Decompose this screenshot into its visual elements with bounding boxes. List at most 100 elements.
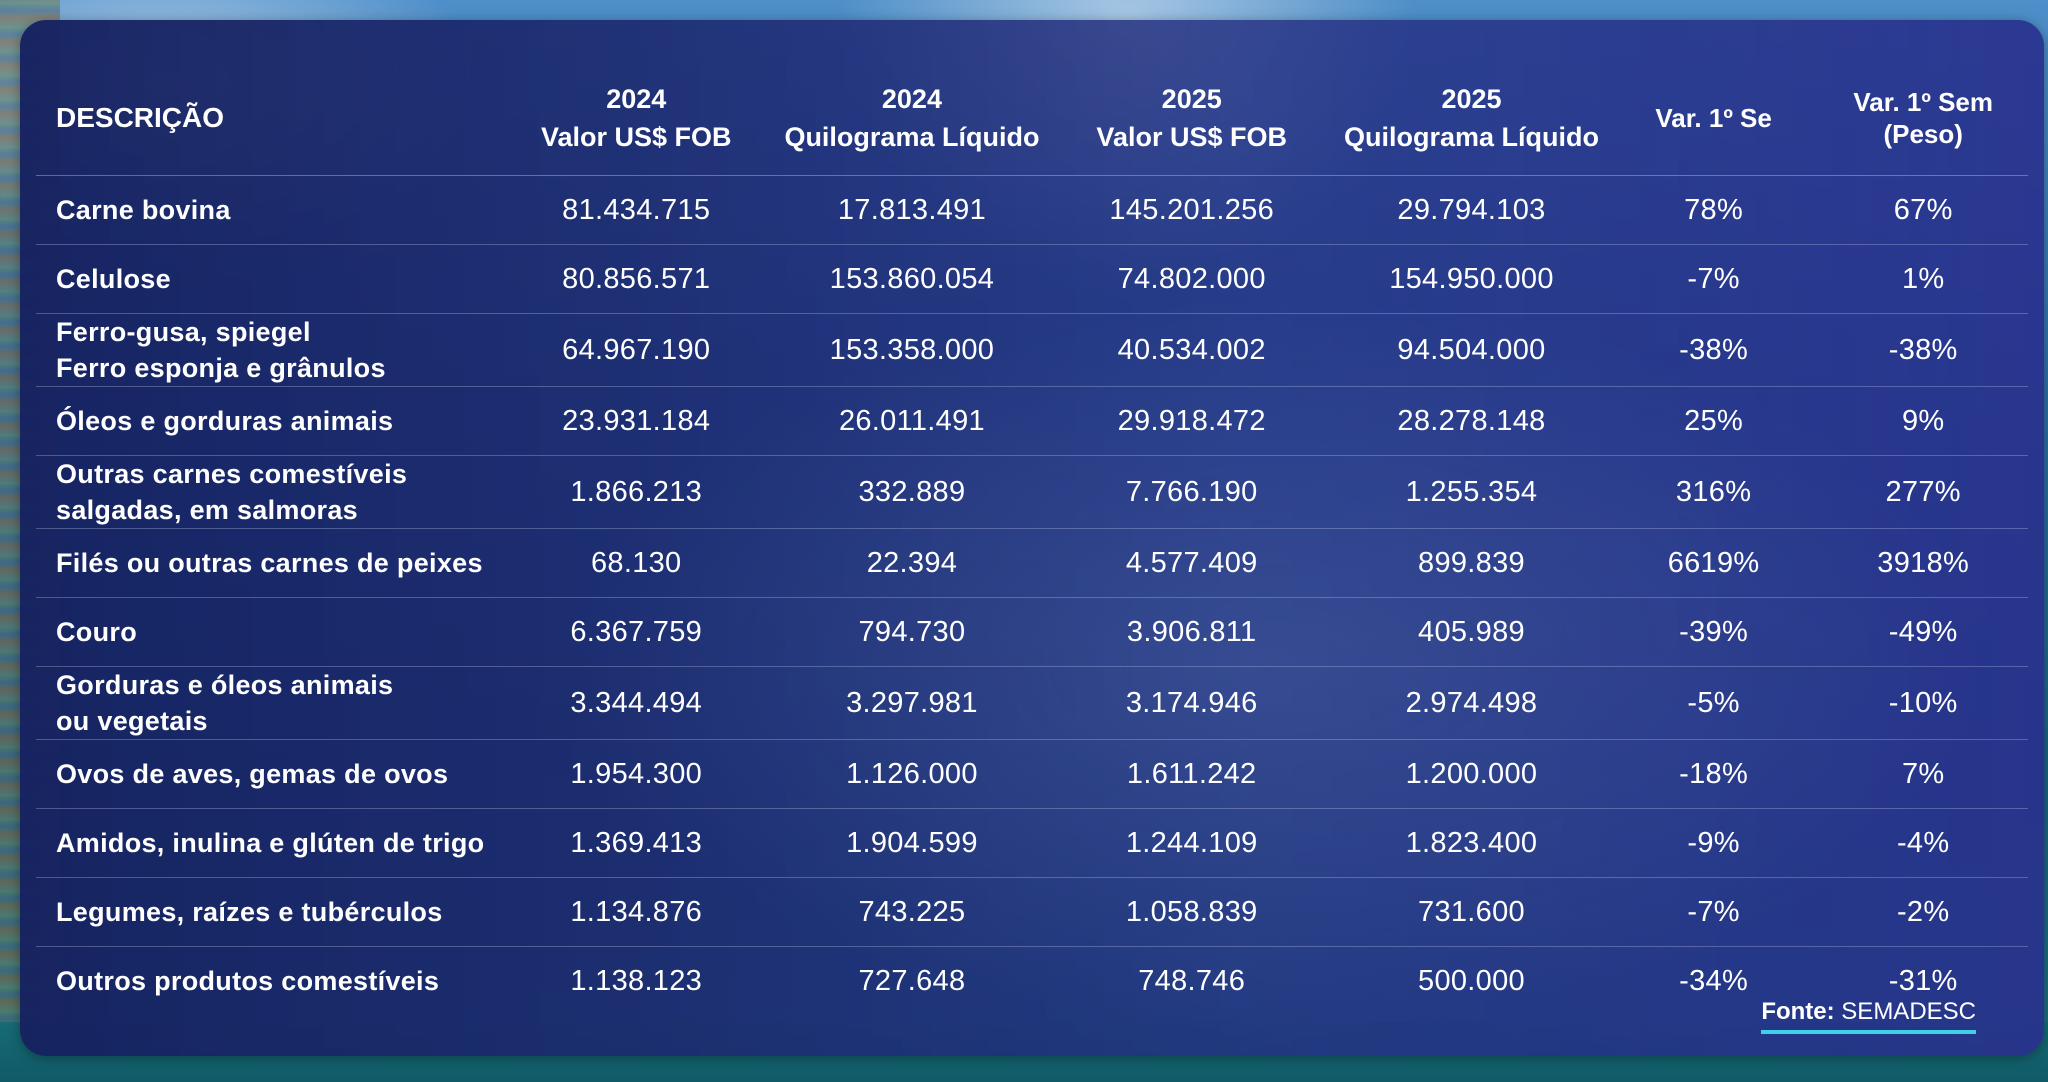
cell-var-value: 6619% bbox=[1667, 546, 1760, 579]
table-row: Gorduras e óleos animais ou vegetais 3.344… bbox=[36, 667, 2028, 740]
row-description: Óleos e gorduras animais bbox=[36, 387, 498, 456]
header-2024-kg-year: 2024 bbox=[881, 83, 942, 114]
cell-v2025-fob: 4.577.409 bbox=[1125, 546, 1258, 579]
table-row: Ferro-gusa, spiegel Ferro esponja e grânu… bbox=[36, 314, 2028, 387]
header-2025-fob-label: Valor US$ FOB bbox=[1096, 121, 1287, 152]
row-description-line: Outros produtos comestíveis bbox=[56, 966, 440, 996]
cell-v2025-fob: 40.534.002 bbox=[1117, 333, 1266, 366]
cell-v2024-kg: 153.860.054 bbox=[829, 262, 995, 295]
cell-var-value: -7% bbox=[1687, 895, 1740, 928]
cell-v2024-kg: 1.126.000 bbox=[846, 757, 978, 790]
cell-var-value: -5% bbox=[1687, 686, 1740, 719]
row-description-line: Ferro-gusa, spiegel bbox=[56, 317, 311, 347]
header-var-weight-line1: Var. 1º Sem bbox=[1853, 86, 1993, 117]
cell-v2024-fob: 1.369.413 bbox=[570, 826, 703, 859]
cell-v2024-fob: 3.344.494 bbox=[570, 686, 703, 719]
row-description-line: Celulose bbox=[56, 264, 171, 294]
source-label: Fonte: bbox=[1761, 998, 1835, 1025]
header-var-value-label: Var. 1º Se bbox=[1655, 102, 1772, 133]
cell-var-value: -38% bbox=[1679, 333, 1749, 366]
cell-v2025-kg: 405.989 bbox=[1418, 615, 1525, 648]
cell-v2024-fob: 1.954.300 bbox=[570, 757, 703, 790]
header-2024-kg: 2024 Quilograma Líquido bbox=[774, 60, 1050, 176]
header-2025-kg-year: 2025 bbox=[1441, 83, 1502, 114]
cell-v2024-kg: 22.394 bbox=[866, 546, 958, 579]
cell-v2024-kg: 3.297.981 bbox=[846, 686, 978, 719]
cell-var-value: 316% bbox=[1675, 475, 1752, 508]
row-description: Outras carnes comestíveis salgadas, em sa… bbox=[36, 456, 498, 529]
table-header-row: DESCRIÇÃO 2024 Valor US$ FOB 2024 Quilog… bbox=[36, 60, 2028, 176]
header-2024-fob-label: Valor US$ FOB bbox=[540, 121, 732, 152]
cell-v2024-fob: 1.134.876 bbox=[570, 895, 703, 928]
row-description: Gorduras e óleos animais ou vegetais bbox=[36, 667, 498, 740]
cell-v2025-kg: 1.823.400 bbox=[1405, 826, 1538, 859]
header-2025-fob-year: 2025 bbox=[1161, 83, 1222, 114]
cell-v2024-fob: 64.967.190 bbox=[562, 333, 711, 366]
cell-v2025-fob: 74.802.000 bbox=[1117, 262, 1266, 295]
cell-v2025-kg: 29.794.103 bbox=[1397, 193, 1546, 226]
row-description: Ovos de aves, gemas de ovos bbox=[36, 740, 498, 809]
cell-v2025-kg: 28.278.148 bbox=[1397, 404, 1546, 437]
cell-v2024-fob: 1.138.123 bbox=[570, 964, 703, 997]
cell-v2024-kg: 17.813.491 bbox=[837, 193, 987, 226]
source-value: SEMADESC bbox=[1841, 998, 1976, 1025]
cell-var-value: 25% bbox=[1684, 404, 1744, 437]
cell-v2025-kg: 500.000 bbox=[1418, 964, 1525, 997]
cell-v2025-kg: 899.839 bbox=[1418, 546, 1525, 579]
export-table: DESCRIÇÃO 2024 Valor US$ FOB 2024 Quilog… bbox=[36, 60, 2028, 1015]
table-body: Carne bovina 81.434.715 17.813.491 145.201.… bbox=[36, 176, 2028, 1016]
cell-var-value: -9% bbox=[1687, 826, 1740, 859]
row-description-line: Ferro esponja e grânulos bbox=[56, 353, 386, 383]
header-var-weight-line2: (Peso) bbox=[1883, 118, 1963, 149]
row-description: Celulose bbox=[36, 245, 498, 314]
cell-v2025-fob: 3.174.946 bbox=[1125, 686, 1258, 719]
row-description: Ferro-gusa, spiegel Ferro esponja e grânu… bbox=[36, 314, 498, 387]
row-description: Carne bovina bbox=[36, 176, 498, 245]
cell-v2024-kg: 332.889 bbox=[858, 475, 966, 508]
cell-var-weight: -38% bbox=[1888, 333, 1958, 366]
cell-v2024-kg: 26.011.491 bbox=[838, 404, 985, 437]
cell-v2024-kg: 794.730 bbox=[858, 615, 966, 648]
cell-v2024-fob: 1.866.213 bbox=[570, 475, 703, 508]
row-description-line: Óleos e gorduras animais bbox=[56, 406, 394, 436]
row-description-line: salgadas, em salmoras bbox=[56, 495, 358, 525]
cell-v2024-kg: 743.225 bbox=[858, 895, 966, 928]
table-row: Celulose 80.856.571 153.860.054 74.802.000 1… bbox=[36, 245, 2028, 314]
row-description-line: Legumes, raízes e tubérculos bbox=[56, 897, 443, 927]
row-description-line: Carne bovina bbox=[56, 195, 231, 225]
table-row: Legumes, raízes e tubérculos 1.134.876 743… bbox=[36, 878, 2028, 947]
cell-v2024-kg: 1.904.599 bbox=[846, 826, 978, 859]
cell-var-weight: 7% bbox=[1901, 757, 1945, 790]
row-description: Filés ou outras carnes de peixes bbox=[36, 529, 498, 598]
table-row: Óleos e gorduras animais 23.931.184 26.011… bbox=[36, 387, 2028, 456]
header-2024-kg-label: Quilograma Líquido bbox=[784, 121, 1040, 152]
header-2024-fob-year: 2024 bbox=[606, 83, 667, 114]
table-row: Ovos de aves, gemas de ovos 1.954.300 1.12… bbox=[36, 740, 2028, 809]
cell-v2024-fob: 81.434.715 bbox=[562, 193, 711, 226]
table-row: Filés ou outras carnes de peixes 68.130 22… bbox=[36, 529, 2028, 598]
cell-v2024-fob: 23.931.184 bbox=[562, 404, 711, 437]
table-row: Outras carnes comestíveis salgadas, em sa… bbox=[36, 456, 2028, 529]
cell-v2025-fob: 1.058.839 bbox=[1125, 895, 1258, 928]
cell-v2025-kg: 94.504.000 bbox=[1397, 333, 1546, 366]
cell-var-value: 78% bbox=[1684, 193, 1744, 226]
cell-var-weight: -49% bbox=[1888, 615, 1958, 648]
cell-v2025-fob: 748.746 bbox=[1138, 964, 1246, 997]
cell-v2024-fob: 68.130 bbox=[590, 546, 682, 579]
row-description-line: Amidos, inulina e glúten de trigo bbox=[56, 828, 485, 858]
table-row: Carne bovina 81.434.715 17.813.491 145.201.… bbox=[36, 176, 2028, 245]
row-description-line: Couro bbox=[56, 617, 137, 647]
cell-var-weight: 277% bbox=[1885, 475, 1961, 508]
row-description-line: ou vegetais bbox=[56, 706, 208, 736]
header-2025-fob: 2025 Valor US$ FOB bbox=[1049, 60, 1335, 176]
cell-v2025-kg: 1.255.354 bbox=[1405, 475, 1538, 508]
cell-var-weight: -4% bbox=[1896, 826, 1950, 859]
cell-v2025-fob: 1.244.109 bbox=[1125, 826, 1258, 859]
source-note: Fonte: SEMADESC bbox=[1761, 998, 1976, 1034]
cell-var-value: -18% bbox=[1679, 757, 1749, 790]
cell-var-weight: 1% bbox=[1901, 262, 1945, 295]
cell-var-weight: -2% bbox=[1896, 895, 1950, 928]
header-2025-kg: 2025 Quilograma Líquido bbox=[1334, 60, 1609, 176]
cell-v2025-fob: 3.906.811 bbox=[1126, 615, 1257, 648]
row-description-line: Gorduras e óleos animais bbox=[56, 670, 394, 700]
